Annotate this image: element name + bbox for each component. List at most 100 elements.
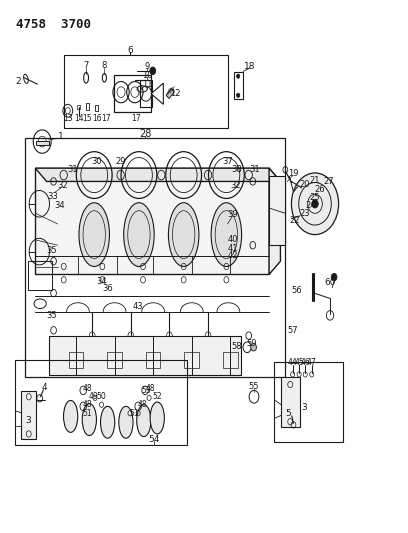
Text: 48: 48 — [146, 384, 155, 393]
Text: 20: 20 — [299, 180, 310, 189]
Bar — [21, 391, 36, 439]
Text: 6: 6 — [127, 46, 133, 55]
Text: 47: 47 — [307, 358, 317, 367]
Text: 35: 35 — [46, 311, 57, 320]
Text: 58: 58 — [231, 342, 242, 351]
Text: 3: 3 — [25, 416, 31, 425]
Circle shape — [251, 344, 257, 351]
Text: 3: 3 — [301, 403, 307, 413]
Text: 7: 7 — [83, 61, 89, 70]
Circle shape — [237, 93, 240, 98]
Text: 39: 39 — [227, 210, 238, 219]
Bar — [234, 72, 243, 99]
Text: 51: 51 — [129, 409, 139, 418]
Polygon shape — [151, 83, 163, 104]
Bar — [35, 141, 49, 146]
Text: 48: 48 — [82, 384, 92, 393]
Text: 48: 48 — [137, 400, 147, 409]
Ellipse shape — [150, 402, 164, 434]
Text: 4758  3700: 4758 3700 — [16, 18, 91, 31]
Text: 21: 21 — [309, 176, 319, 185]
Bar — [146, 352, 160, 368]
Text: 55: 55 — [249, 382, 259, 391]
Text: 16: 16 — [92, 114, 102, 123]
Text: 43: 43 — [133, 302, 144, 311]
Text: 45: 45 — [294, 358, 304, 367]
Circle shape — [312, 199, 318, 208]
Text: 35: 35 — [46, 246, 57, 255]
Text: 30: 30 — [92, 157, 102, 166]
Text: 19: 19 — [288, 169, 299, 178]
Bar — [184, 352, 199, 368]
Bar — [274, 362, 343, 442]
Text: 32: 32 — [57, 181, 68, 190]
Text: 29: 29 — [115, 157, 126, 166]
Text: 40: 40 — [227, 236, 238, 245]
Text: 50: 50 — [97, 392, 106, 401]
Text: 41: 41 — [227, 244, 238, 253]
Text: 51: 51 — [82, 409, 92, 418]
Bar — [223, 352, 238, 368]
Polygon shape — [35, 168, 269, 274]
Polygon shape — [269, 168, 280, 274]
Bar — [114, 75, 151, 112]
Text: 31: 31 — [250, 165, 260, 174]
Polygon shape — [35, 168, 280, 181]
Bar — [25, 138, 284, 376]
Bar — [77, 106, 80, 109]
Circle shape — [291, 173, 339, 235]
Text: 53: 53 — [142, 386, 151, 395]
Ellipse shape — [64, 400, 78, 432]
Bar — [86, 103, 89, 110]
Text: 37: 37 — [222, 157, 233, 166]
Text: 32: 32 — [231, 181, 241, 190]
Circle shape — [331, 273, 337, 281]
Text: 31: 31 — [68, 165, 78, 174]
Text: 5: 5 — [285, 409, 291, 418]
Bar — [69, 352, 83, 368]
Text: 42: 42 — [227, 252, 238, 260]
Text: 12: 12 — [170, 88, 181, 98]
Circle shape — [237, 74, 240, 78]
Text: 8: 8 — [102, 61, 107, 70]
Bar — [16, 360, 187, 445]
Text: 1: 1 — [58, 132, 64, 141]
Text: 27: 27 — [324, 177, 334, 186]
Text: 28: 28 — [139, 128, 151, 139]
Text: 26: 26 — [314, 185, 325, 194]
Bar — [269, 176, 285, 245]
Text: 24: 24 — [305, 201, 316, 210]
Ellipse shape — [119, 406, 133, 438]
Text: 59: 59 — [247, 339, 257, 348]
Text: 23: 23 — [299, 209, 310, 219]
Text: 10: 10 — [142, 70, 152, 79]
Text: 34: 34 — [54, 201, 65, 211]
Text: 25: 25 — [309, 193, 320, 202]
Text: 9: 9 — [144, 62, 150, 70]
Ellipse shape — [100, 406, 115, 438]
Text: 44: 44 — [288, 358, 297, 367]
Text: 49: 49 — [89, 392, 98, 401]
Text: 60: 60 — [324, 278, 336, 287]
Text: 33: 33 — [47, 192, 58, 201]
Text: 17: 17 — [131, 114, 140, 123]
Ellipse shape — [79, 203, 109, 266]
Bar — [107, 352, 122, 368]
Text: 2: 2 — [15, 77, 20, 86]
Text: 15: 15 — [82, 114, 92, 123]
Text: 14: 14 — [74, 114, 84, 123]
Text: 22: 22 — [289, 216, 300, 225]
Bar — [95, 106, 98, 111]
Polygon shape — [166, 88, 174, 99]
Text: 46: 46 — [300, 358, 310, 367]
Text: 13: 13 — [63, 114, 73, 123]
Text: 11: 11 — [142, 79, 152, 88]
Bar — [49, 336, 241, 375]
Bar — [64, 55, 228, 128]
Text: 52: 52 — [153, 392, 162, 401]
Text: 48: 48 — [82, 400, 92, 409]
Text: 34: 34 — [96, 277, 107, 286]
Ellipse shape — [82, 403, 96, 435]
Text: 54: 54 — [149, 435, 160, 444]
Bar — [28, 261, 52, 290]
